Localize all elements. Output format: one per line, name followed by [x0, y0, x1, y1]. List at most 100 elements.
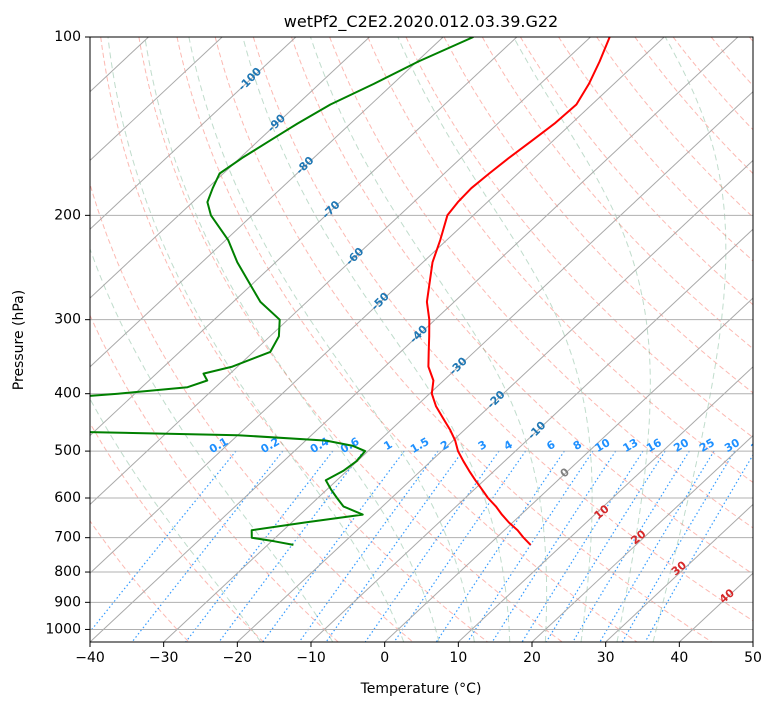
moist-adiabat — [90, 247, 334, 642]
isotherm — [90, 37, 297, 230]
temperature-profile — [425, 37, 611, 546]
isotherm — [605, 503, 753, 642]
mixing-ratio-line — [364, 450, 500, 642]
mixing-ratio-label: 1.5 — [408, 435, 431, 456]
y-tick-label: 600 — [54, 490, 81, 506]
isotherm — [90, 37, 370, 299]
x-tick-label: −30 — [149, 650, 179, 666]
plot-frame — [89, 36, 754, 643]
isotherm — [90, 37, 739, 642]
dry-adiabat — [405, 37, 753, 438]
dry-adiabat — [634, 37, 753, 175]
background-lines — [90, 37, 753, 642]
mixing-ratio-line — [466, 450, 594, 642]
y-tick-label: 700 — [54, 530, 81, 546]
moist-adiabat — [652, 37, 727, 642]
isotherm — [236, 159, 753, 642]
gridlines — [0, 37, 753, 642]
chart-title: wetPf2_C2E2.2020.012.03.39.G22 — [284, 12, 558, 32]
dry-adiabat — [90, 182, 414, 642]
y-tick-label: 400 — [54, 386, 81, 402]
y-tick-label: 500 — [54, 443, 81, 459]
x-tick-label: −40 — [75, 650, 105, 666]
dry-adiabat — [252, 37, 753, 622]
mixing-ratio-line — [621, 450, 736, 642]
moist-adiabat — [310, 37, 548, 642]
mixing-ratio-line — [599, 450, 715, 642]
theta-e-label: 40 — [717, 586, 737, 606]
mixing-ratio-label: 36 — [749, 436, 769, 455]
mixing-ratio-line — [545, 450, 666, 642]
mixing-ratio-line — [435, 450, 565, 642]
dry-adiabat — [519, 37, 753, 306]
mixing-ratio-line — [325, 450, 464, 642]
moist-adiabat — [107, 37, 405, 642]
x-tick-label: −10 — [296, 650, 326, 666]
mixing-ratio-label: 13 — [621, 436, 641, 455]
mixing-ratio-line — [298, 450, 439, 642]
y-tick-label: 300 — [54, 312, 81, 328]
isotherm — [90, 37, 444, 368]
theta-e-label: 20 — [628, 527, 648, 547]
dry-adiabat — [90, 314, 339, 642]
y-tick-label: 1000 — [45, 621, 81, 637]
dewpoint-profile — [90, 37, 474, 546]
isotherm — [90, 37, 223, 162]
mixing-ratio-line — [644, 453, 753, 642]
dry-adiabat — [291, 37, 753, 575]
x-tick-label: 10 — [449, 650, 467, 666]
dry-adiabat — [596, 37, 753, 218]
profiles — [90, 37, 611, 546]
isotherm — [384, 297, 753, 642]
dry-adiabat — [138, 37, 563, 642]
dry-adiabat — [90, 422, 264, 642]
x-tick-label: −20 — [223, 650, 253, 666]
isotherm — [310, 228, 753, 642]
x-axis-label: Temperature (°C) — [360, 681, 482, 697]
mixing-ratio-label: 30 — [722, 436, 742, 455]
dry-adiabat — [90, 520, 190, 642]
dry-adiabat — [443, 37, 753, 394]
isotherm — [457, 366, 753, 642]
moist-adiabat — [397, 37, 593, 642]
isotherm-label: -100 — [236, 65, 265, 94]
theta-e-label: 10 — [592, 502, 612, 522]
dry-adiabat — [100, 37, 488, 642]
x-tick-label: 0 — [380, 650, 389, 666]
isotherm — [90, 37, 591, 506]
isotherm — [531, 434, 753, 642]
x-axis-ticks: −40 −30 −20 −10 0 10 20 30 40 50 — [75, 642, 762, 666]
mixing-ratio-label: 0.4 — [308, 435, 332, 456]
x-tick-label: 30 — [597, 650, 615, 666]
dry-adiabat — [214, 37, 712, 642]
y-tick-label: 200 — [54, 207, 81, 223]
moist-adiabat — [188, 37, 475, 642]
isotherm — [0, 37, 1, 642]
moist-adiabat — [242, 37, 511, 642]
moist-adiabat — [144, 37, 440, 642]
x-tick-label: 40 — [670, 650, 688, 666]
mixing-ratio-label: 0.1 — [207, 435, 230, 456]
dry-adiabat — [481, 37, 753, 350]
moist-adiabat — [90, 397, 262, 642]
moist-adiabat — [513, 37, 651, 642]
y-axis-label: Pressure (hPa) — [11, 290, 27, 390]
y-tick-label: 100 — [54, 29, 81, 45]
isotherm — [90, 37, 665, 574]
isotherm — [90, 37, 518, 437]
y-tick-label: 800 — [54, 564, 81, 580]
mixing-ratio-line — [572, 450, 690, 642]
x-tick-label: 20 — [523, 650, 541, 666]
mixing-ratio-line — [90, 450, 237, 633]
dry-adiabat — [672, 37, 753, 131]
dry-adiabat — [329, 37, 753, 529]
mixing-ratio-line — [131, 450, 284, 642]
isotherm — [752, 641, 753, 642]
dry-adiabat — [710, 37, 753, 87]
dry-adiabat — [367, 37, 753, 483]
y-axis-ticks: 1000 900 800 700 600 500 400 300 200 100 — [45, 29, 90, 637]
mixing-ratio-line — [262, 450, 405, 642]
dry-adiabat — [176, 37, 638, 642]
isotherm — [163, 90, 753, 642]
